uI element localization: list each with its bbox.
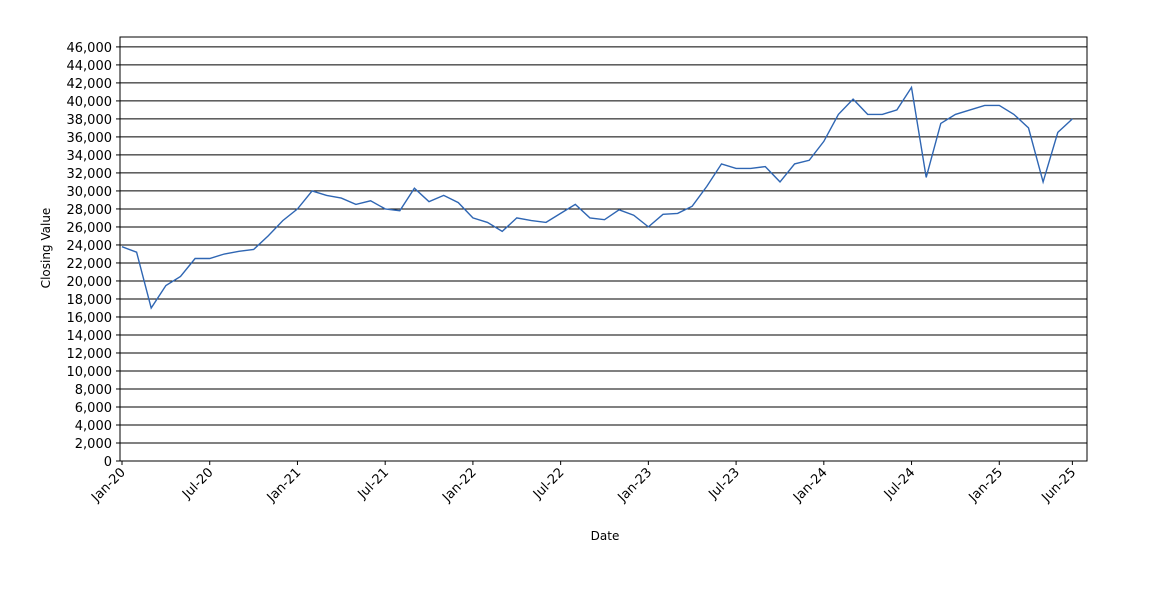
y-tick-label: 34,000 <box>67 149 113 164</box>
y-tick-label: 4,000 <box>75 419 112 434</box>
x-tick-label: Jul-20 <box>179 465 216 502</box>
y-tick-label: 6,000 <box>75 401 112 416</box>
y-tick-label: 20,000 <box>67 275 113 290</box>
x-tick-label: Jan-23 <box>615 465 656 506</box>
y-axis-label: Closing Value <box>39 208 53 289</box>
y-tick-label: 8,000 <box>75 383 112 398</box>
y-tick-label: 44,000 <box>67 59 113 74</box>
x-tick-label: Jul-23 <box>705 465 742 502</box>
y-tick-label: 18,000 <box>67 293 113 308</box>
y-tick-label: 22,000 <box>67 257 113 272</box>
y-tick-label: 14,000 <box>67 329 113 344</box>
y-tick-label: 30,000 <box>67 185 113 200</box>
y-tick-label: 42,000 <box>67 77 113 92</box>
y-tick-label: 16,000 <box>67 311 113 326</box>
y-tick-label: 38,000 <box>67 113 113 128</box>
x-tick-label: Jan-25 <box>966 465 1007 506</box>
x-tick-label: Jun-25 <box>1039 465 1080 506</box>
y-tick-label: 2,000 <box>75 437 112 452</box>
plot-frame <box>119 36 1088 462</box>
y-tick-label: 36,000 <box>67 131 113 146</box>
y-tick-label: 24,000 <box>67 239 113 254</box>
y-tick-label: 12,000 <box>67 347 113 362</box>
x-tick-label: Jul-21 <box>355 465 392 502</box>
y-tick-label: 46,000 <box>67 41 113 56</box>
y-tick-label: 40,000 <box>67 95 113 110</box>
data-line <box>121 85 1073 310</box>
x-tick-label: Jul-22 <box>530 465 567 502</box>
y-tick-label: 32,000 <box>67 167 113 182</box>
y-tick-label: 26,000 <box>67 221 113 236</box>
x-tick-label: Jan-20 <box>88 465 129 506</box>
x-axis-label: Date <box>591 529 620 543</box>
x-tick-label: Jan-24 <box>790 465 831 506</box>
y-tick-label: 28,000 <box>67 203 113 218</box>
y-tick-label: 0 <box>104 455 112 470</box>
y-tick-label: 10,000 <box>67 365 113 380</box>
x-tick-label: Jan-21 <box>264 465 305 506</box>
x-tick-label: Jan-22 <box>439 465 480 506</box>
x-tick-label: Jul-24 <box>881 465 918 502</box>
